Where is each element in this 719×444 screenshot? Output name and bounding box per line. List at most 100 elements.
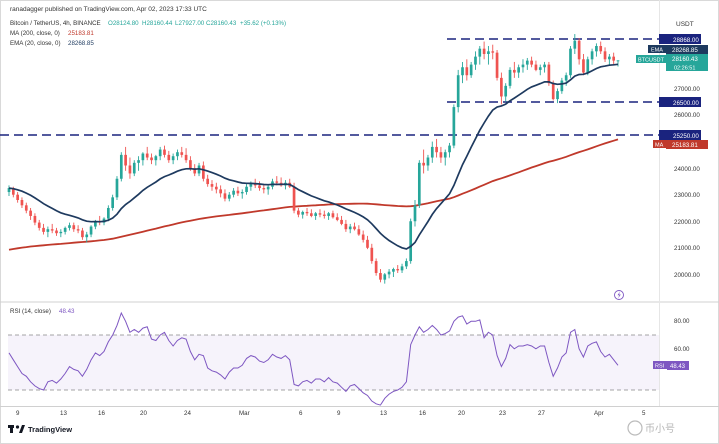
price-axis[interactable]: 27000.00 26000.00 24000.00 23000.00 2200… (674, 86, 700, 279)
candle (29, 207, 32, 220)
date-tick: 13 (380, 410, 387, 417)
candle-body (119, 154, 123, 179)
candle-body (556, 91, 559, 100)
candle (491, 44, 495, 60)
date-tick: 20 (140, 410, 147, 417)
tradingview-logo[interactable]: TradingView (8, 425, 72, 434)
candle (46, 226, 50, 238)
candle-body (534, 64, 538, 70)
candle (163, 145, 166, 158)
candle-body (322, 214, 326, 216)
rsi-tick: 80.00 (674, 318, 690, 325)
level-low-tag-bg (659, 130, 701, 140)
candle (89, 225, 93, 238)
candle (171, 153, 175, 165)
candle-body (189, 160, 192, 169)
candle (392, 267, 395, 277)
candle-body (94, 221, 97, 227)
candle-body (569, 48, 572, 76)
candle-body (107, 207, 110, 219)
candle (7, 185, 11, 197)
level-mid-tag: 26500.00 (673, 100, 699, 107)
candle (504, 83, 508, 102)
candle (72, 222, 76, 232)
date-tick: 16 (98, 410, 105, 417)
candle-body (405, 261, 408, 267)
candle-body (465, 67, 469, 76)
key-levels (0, 38, 659, 136)
candle-body (513, 69, 516, 73)
candle-body (275, 181, 279, 183)
candle-body (63, 227, 67, 232)
candle (331, 210, 335, 219)
candle-body (24, 205, 28, 211)
candle (219, 185, 222, 198)
candle (422, 149, 425, 174)
date-tick: 6 (299, 410, 303, 417)
time-axis[interactable]: 9 13 16 20 24 Mar 6 9 13 16 20 23 27 Apr… (16, 410, 646, 417)
watermark-text: 币小号 (645, 423, 675, 435)
ema-tag: EMA (651, 48, 663, 54)
candle (223, 189, 227, 202)
candle (314, 211, 317, 220)
candle (344, 219, 348, 232)
candle-body (163, 149, 166, 155)
candle (595, 43, 598, 57)
candle-body (305, 211, 309, 214)
candle-body (89, 226, 93, 235)
rsi-value-tag: 48.43 (670, 364, 686, 370)
countdown-tag: 02:26:51 (674, 66, 695, 72)
candle-body (318, 213, 322, 215)
candle (76, 225, 80, 234)
ema-20-line (8, 63, 619, 250)
candle (245, 184, 248, 195)
candle (534, 60, 538, 72)
candle-body (76, 229, 80, 231)
candle (357, 225, 361, 236)
candle-body (331, 213, 335, 218)
candle (487, 46, 490, 65)
candle (262, 184, 266, 194)
candle-body (357, 229, 361, 235)
ema-price-tag-bg (666, 45, 708, 54)
candle-body (422, 162, 425, 166)
candle-body (616, 60, 620, 62)
candle-body (500, 77, 503, 97)
candle-body (353, 226, 356, 230)
candle-body (223, 193, 227, 199)
candle (210, 180, 214, 191)
candle-body (387, 271, 391, 275)
ma-200-layer (8, 138, 619, 251)
candle (500, 72, 503, 105)
ma-legend-value: 25183.81 (68, 30, 94, 37)
candle (573, 34, 577, 54)
watermark-icon (627, 420, 643, 436)
lightning-icon[interactable] (614, 290, 624, 300)
date-tick: 23 (499, 410, 506, 417)
candle (474, 51, 477, 70)
date-tick: 5 (642, 410, 646, 417)
candle (452, 104, 456, 149)
candle (353, 222, 356, 231)
candle (374, 258, 378, 276)
candle (577, 38, 581, 65)
price-tags: 28868.00 EMA 28268.85 28160.43 BTCUSDT 0… (636, 34, 708, 149)
candle (98, 215, 102, 226)
candle (310, 209, 313, 218)
date-tick: 13 (60, 410, 67, 417)
candle (176, 149, 179, 161)
candle-body (85, 234, 89, 238)
candle (426, 154, 430, 171)
rsi-tag: RSI (655, 364, 665, 370)
candle-body (361, 234, 365, 240)
candle-body (184, 154, 188, 161)
ema-legend-value: 28268.85 (68, 40, 94, 47)
candle (521, 59, 525, 73)
candle-body (525, 60, 529, 65)
candle (538, 64, 542, 76)
candle-body (461, 67, 464, 76)
candle-body (603, 51, 607, 60)
candle-body (448, 145, 451, 153)
candle-body (443, 152, 447, 158)
